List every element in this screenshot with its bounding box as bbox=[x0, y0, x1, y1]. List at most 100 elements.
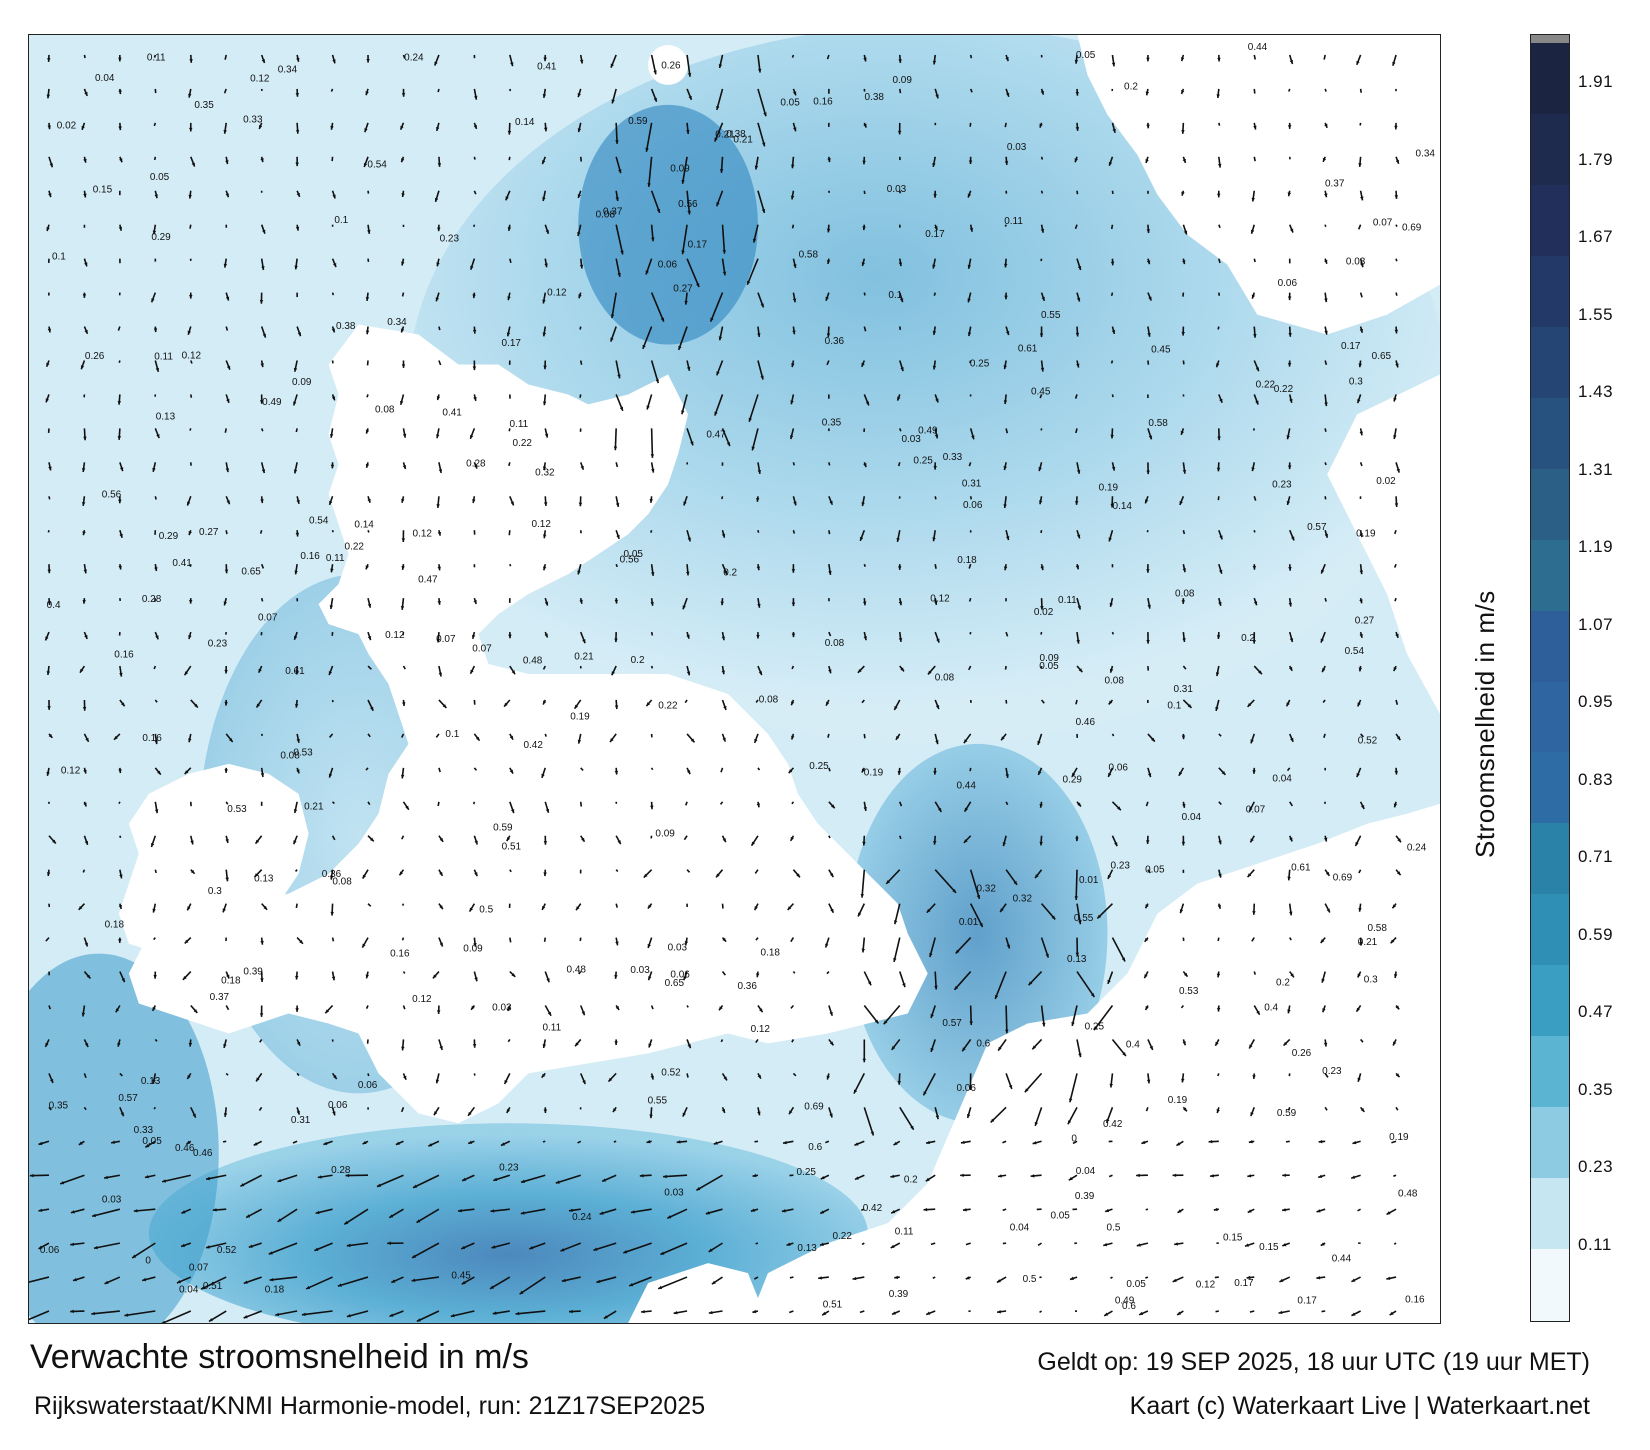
current-arrow-head bbox=[187, 906, 191, 911]
current-arrow bbox=[161, 1174, 191, 1183]
speed-label: 0.39 bbox=[243, 967, 263, 978]
current-arrow-head bbox=[259, 300, 264, 304]
current-arrow bbox=[953, 971, 972, 991]
current-arrow-head bbox=[650, 601, 654, 606]
current-arrow bbox=[721, 224, 726, 254]
current-arrow-head bbox=[436, 504, 440, 508]
current-arrow-head bbox=[208, 1318, 213, 1322]
current-arrow-head bbox=[1395, 1073, 1400, 1078]
current-arrow bbox=[1111, 733, 1115, 737]
current-arrow bbox=[1359, 88, 1363, 93]
current-arrow-head bbox=[1076, 469, 1081, 474]
current-arrow bbox=[450, 1310, 475, 1318]
current-arrow-head bbox=[118, 499, 122, 504]
current-arrow bbox=[955, 937, 972, 954]
current-arrow bbox=[1040, 156, 1044, 160]
current-arrow-head bbox=[294, 265, 298, 270]
speed-label: 0.38 bbox=[865, 92, 885, 103]
current-arrow bbox=[721, 971, 726, 976]
current-arrow bbox=[305, 1276, 333, 1290]
current-arrow-head bbox=[402, 702, 406, 706]
speed-label: 0.44 bbox=[1248, 42, 1268, 53]
current-arrow-head bbox=[395, 1141, 400, 1145]
current-arrow-head bbox=[117, 436, 122, 440]
current-arrow-head bbox=[1358, 363, 1362, 368]
current-arrow bbox=[757, 530, 760, 533]
current-arrow-head bbox=[329, 433, 334, 438]
current-arrow bbox=[969, 767, 972, 772]
current-arrow bbox=[260, 428, 264, 432]
current-arrow-head bbox=[646, 702, 651, 707]
current-arrow-head bbox=[256, 1077, 260, 1082]
current-arrow bbox=[863, 733, 866, 739]
current-arrow-head bbox=[1392, 904, 1397, 909]
current-arrow bbox=[579, 156, 583, 162]
speed-label: 0.14 bbox=[515, 117, 535, 128]
current-arrow bbox=[1040, 530, 1043, 534]
current-arrow bbox=[1004, 122, 1007, 128]
speed-label: 0.12 bbox=[182, 351, 202, 362]
current-arrow-head bbox=[722, 737, 726, 742]
current-arrow-head bbox=[114, 735, 118, 740]
current-arrow-head bbox=[660, 1251, 665, 1255]
current-arrow-head bbox=[1145, 91, 1150, 96]
current-arrow-head bbox=[328, 671, 333, 676]
speed-label: 0.12 bbox=[413, 528, 433, 539]
current-arrow-head bbox=[46, 771, 50, 776]
speed-label: 0.06 bbox=[670, 969, 690, 980]
current-arrow-head bbox=[723, 1076, 727, 1081]
current-arrow bbox=[788, 1310, 794, 1314]
current-arrow-head bbox=[1078, 668, 1083, 673]
land-france bbox=[747, 803, 1440, 1323]
speed-label: 0.11 bbox=[895, 1226, 914, 1237]
current-arrow bbox=[367, 1073, 370, 1077]
current-arrow bbox=[861, 869, 866, 898]
current-arrow-head bbox=[542, 160, 546, 165]
current-arrow-head bbox=[828, 571, 832, 575]
speed-label: 0.58 bbox=[1148, 418, 1168, 429]
current-arrow-head bbox=[713, 1141, 718, 1145]
current-arrow bbox=[753, 1276, 759, 1280]
current-arrow-head bbox=[294, 570, 298, 575]
current-arrow bbox=[660, 1242, 688, 1256]
current-arrow-head bbox=[391, 1279, 396, 1283]
current-arrow-head bbox=[1117, 806, 1121, 811]
current-arrow-head bbox=[682, 1112, 686, 1117]
current-arrow-head bbox=[47, 706, 51, 710]
current-arrow-head bbox=[1351, 1175, 1356, 1179]
current-arrow bbox=[721, 496, 724, 500]
current-arrow-head bbox=[1145, 159, 1149, 164]
current-arrow-head bbox=[1093, 1026, 1098, 1031]
current-arrow-head bbox=[687, 537, 691, 542]
current-arrow bbox=[1323, 54, 1326, 60]
current-arrow-head bbox=[955, 949, 960, 954]
current-arrow-head bbox=[1258, 670, 1262, 675]
current-arrow bbox=[1217, 1073, 1220, 1077]
current-arrow-head bbox=[754, 165, 759, 170]
current-arrow-head bbox=[826, 228, 831, 233]
speed-label: 0.49 bbox=[262, 397, 282, 408]
speed-label: 0.45 bbox=[451, 1270, 471, 1281]
current-arrow-head bbox=[829, 1113, 833, 1118]
current-arrow-head bbox=[1255, 400, 1259, 405]
current-arrow-head bbox=[1004, 161, 1009, 165]
current-arrow-head bbox=[330, 125, 334, 130]
speed-label: 0.02 bbox=[57, 120, 77, 131]
current-arrow-head bbox=[976, 894, 981, 899]
current-arrow-head bbox=[1282, 1173, 1286, 1178]
colorbar-tick-label: 0.71 bbox=[1578, 847, 1614, 866]
current-arrow-head bbox=[1288, 602, 1293, 607]
current-arrow-head bbox=[1252, 1075, 1256, 1079]
current-arrow-head bbox=[1394, 125, 1398, 130]
current-arrow-head bbox=[1179, 500, 1183, 505]
current-arrow-head bbox=[577, 194, 582, 199]
current-arrow-head bbox=[577, 128, 582, 133]
current-arrow-head bbox=[681, 179, 685, 184]
speed-label: 0.06 bbox=[328, 1100, 348, 1111]
current-arrow-head bbox=[275, 1312, 280, 1317]
current-arrow-head bbox=[1177, 1311, 1182, 1315]
current-arrow-head bbox=[616, 534, 620, 539]
current-arrow-head bbox=[365, 297, 370, 301]
speed-label: 0.61 bbox=[1018, 343, 1038, 354]
current-arrow bbox=[1395, 224, 1398, 227]
